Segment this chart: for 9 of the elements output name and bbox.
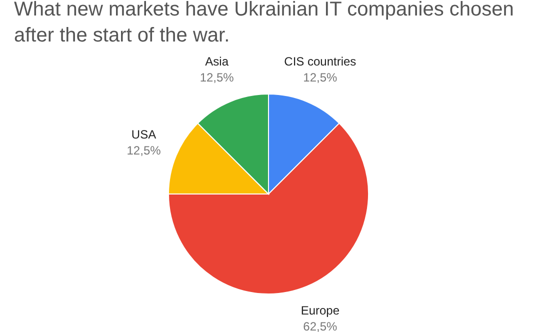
chart-title: What new markets have Ukrainian IT companies chosen after the start of the war.	[14, 0, 514, 46]
slice-label: Europe	[300, 304, 340, 318]
slice-label: Asia	[205, 54, 229, 68]
data-label: 62,5%	[303, 320, 338, 332]
data-label: 12,5%	[200, 70, 234, 84]
data-label: 12,5%	[126, 143, 162, 158]
data-label: 12,5%	[303, 70, 338, 84]
slice-label: USA	[131, 127, 156, 142]
slice-label: CIS countries	[284, 54, 356, 68]
